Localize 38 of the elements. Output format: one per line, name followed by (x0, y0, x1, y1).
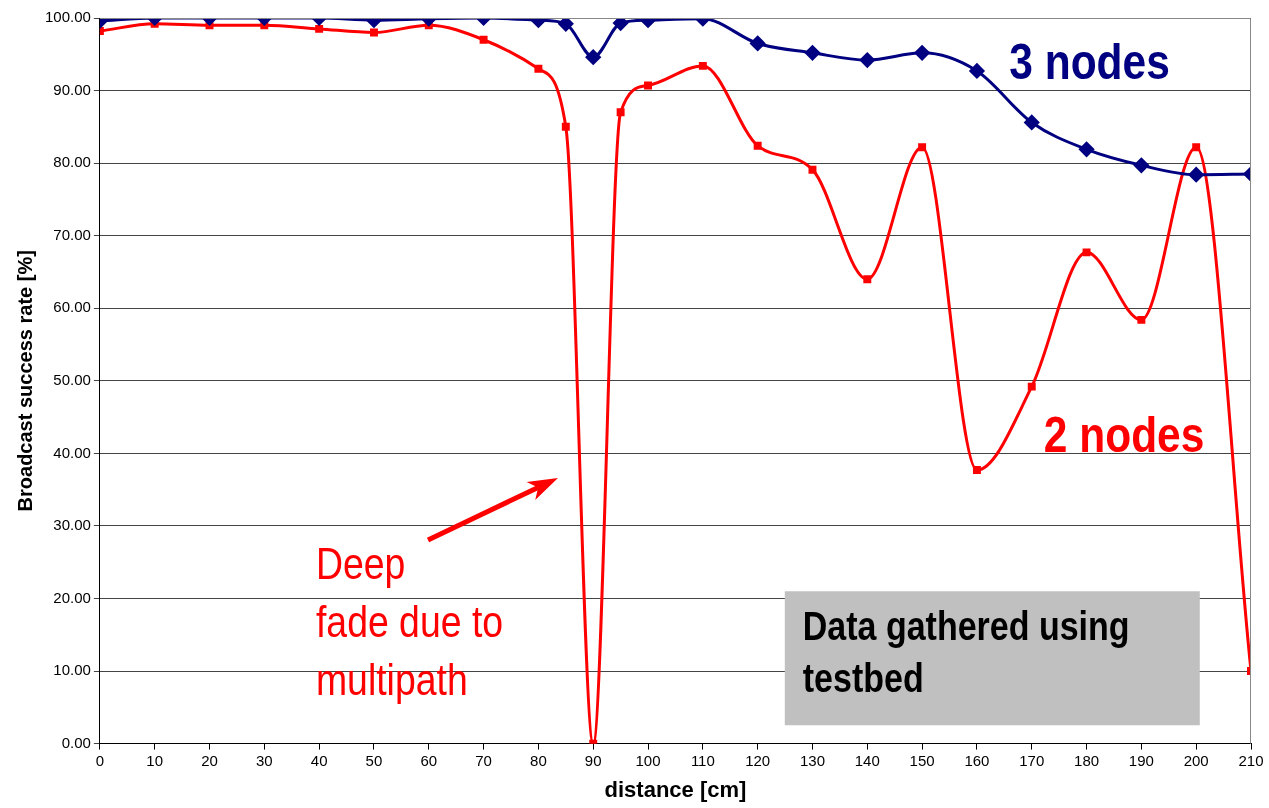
x-tick-label: 60 (420, 751, 438, 769)
x-tick-label: 0 (95, 751, 105, 769)
series-label: 2 nodes (1043, 406, 1205, 464)
y-tick-label: 30.00 (53, 516, 91, 534)
x-tick-label: 80 (530, 751, 547, 769)
y-tick-label: 10.00 (53, 661, 91, 679)
x-tick-label: 90 (584, 751, 602, 769)
y-tick-label: 50.00 (53, 370, 91, 388)
y-axis-title: Broadcast success rate [%] (13, 250, 36, 512)
y-tick-label: 0.00 (61, 733, 91, 751)
x-tick-label: 20 (201, 751, 218, 769)
x-tick-label: 210 (1238, 751, 1264, 769)
x-tick-label: 170 (1019, 751, 1045, 769)
x-tick-label: 70 (475, 751, 492, 769)
y-tick-label: 90.00 (53, 80, 91, 98)
y-tick-label: 80.00 (53, 153, 91, 171)
x-tick-label: 180 (1074, 751, 1100, 769)
y-tick-label: 60.00 (53, 298, 91, 316)
x-tick-label: 40 (310, 751, 328, 769)
x-tick-label: 100 (635, 751, 661, 769)
x-tick-label: 150 (909, 751, 935, 769)
annotation: Data gathered using testbed (802, 603, 1130, 701)
series-label: 3 nodes (1009, 33, 1170, 90)
y-tick-label: 70.00 (53, 225, 91, 243)
x-tick-label: 190 (1128, 751, 1154, 769)
x-tick-label: 10 (146, 751, 164, 769)
y-tick-label: 100.00 (44, 8, 91, 26)
x-tick-label: 160 (964, 751, 990, 769)
x-tick-label: 120 (745, 751, 771, 769)
x-tick-label: 110 (690, 751, 715, 769)
x-axis-title: distance [cm] (604, 776, 747, 802)
x-tick-label: 130 (799, 751, 825, 769)
y-tick-label: 40.00 (53, 443, 91, 461)
x-tick-label: 50 (365, 751, 383, 769)
x-tick-label: 200 (1183, 751, 1209, 769)
x-tick-label: 140 (854, 751, 880, 769)
x-tick-label: 30 (255, 751, 273, 769)
y-tick-label: 20.00 (53, 588, 91, 606)
